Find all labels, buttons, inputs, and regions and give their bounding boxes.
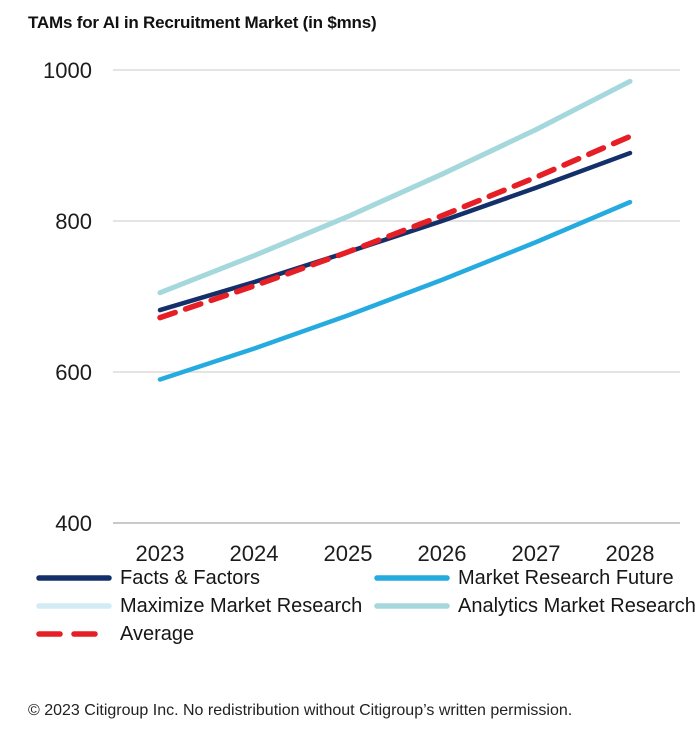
- legend-label: Average: [120, 622, 195, 645]
- legend-item-maximize-market-research: Maximize Market Research: [35, 595, 373, 618]
- series-line-analytics-market-research: [157, 78, 633, 296]
- legend-swatch-maximize-market-research: [36, 603, 112, 609]
- legend-item-facts-factors: Facts & Factors: [35, 567, 373, 590]
- legend-swatch-facts-factors: [36, 575, 112, 581]
- legend-label: Analytics Market Research: [458, 594, 696, 617]
- x-tick-label-2023: 2023: [136, 541, 185, 566]
- y-tick-label-1000: 1000: [43, 58, 92, 83]
- line-chart: 400 600 800 1000 2023 2024 2025 2026 2027 2028: [43, 58, 680, 566]
- x-tick-label-2025: 2025: [324, 541, 373, 566]
- legend-label: Market Research Future: [458, 566, 674, 589]
- legend-item-market-research-future: Market Research Future: [373, 567, 696, 590]
- series-line-maximize-market-research: [157, 78, 633, 296]
- copyright-notice: © 2023 Citigroup Inc. No redistribution …: [28, 702, 573, 719]
- y-tick-label-800: 800: [55, 209, 92, 234]
- x-tick-label-2024: 2024: [230, 541, 279, 566]
- x-tick-label-2027: 2027: [512, 541, 561, 566]
- legend-label: Maximize Market Research: [120, 594, 363, 617]
- x-tick-label-2028: 2028: [606, 541, 655, 566]
- legend-swatch-market-research-future: [374, 575, 450, 581]
- legend-item-analytics-market-research: Analytics Market Research: [373, 595, 696, 618]
- series-line-market-research-future: [157, 199, 633, 382]
- legend-item-average: Average: [35, 623, 373, 646]
- legend-label: Facts & Factors: [120, 566, 261, 589]
- chart-legend: Facts & Factors Market Research Future Max…: [35, 564, 696, 648]
- legend-swatch-average: [36, 631, 112, 637]
- chart-title: TAMs for AI in Recruitment Market (in $m…: [28, 13, 377, 32]
- series-line-average: [157, 133, 633, 321]
- legend-swatch-analytics-market-research: [374, 603, 450, 609]
- y-tick-label-600: 600: [55, 360, 92, 385]
- x-tick-label-2026: 2026: [418, 541, 467, 566]
- y-tick-label-400: 400: [55, 511, 92, 536]
